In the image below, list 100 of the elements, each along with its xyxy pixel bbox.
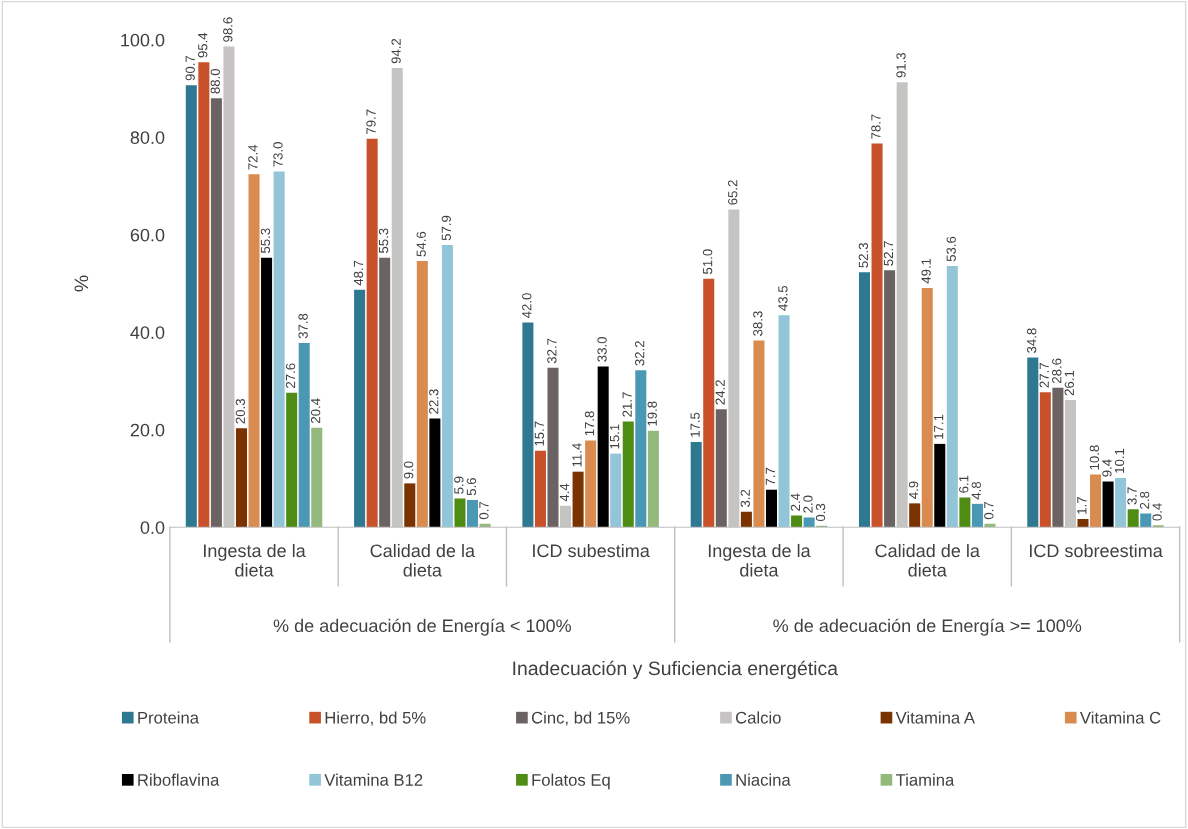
bar [366, 138, 378, 528]
data-label: 15.7 [534, 421, 544, 446]
bar [1115, 478, 1127, 528]
bar [416, 261, 428, 528]
y-tick-label: 100.0 [121, 33, 165, 47]
data-label: 32.2 [635, 341, 645, 366]
data-label: 3.2 [740, 489, 750, 507]
data-label: 17.8 [584, 411, 595, 436]
bar [753, 340, 765, 528]
data-label: 88.0 [210, 68, 220, 94]
data-label: 20.3 [235, 399, 246, 424]
data-label: 54.6 [416, 231, 426, 257]
legend-label: Calcio [735, 711, 781, 724]
data-label: 2.4 [790, 493, 800, 511]
data-label: 9.4 [1102, 459, 1112, 477]
bar [286, 392, 298, 528]
data-label: 34.8 [1027, 328, 1037, 353]
data-label: 19.8 [647, 401, 657, 426]
legend-label: Tiamina [895, 773, 955, 786]
data-label: 21.7 [622, 392, 632, 417]
bar [572, 471, 584, 528]
data-label: 2.8 [1139, 491, 1150, 509]
bar [884, 270, 896, 528]
data-label: 53.6 [946, 236, 956, 262]
bar [1039, 392, 1051, 528]
data-label: 49.1 [921, 258, 931, 284]
y-tick-label: 60.0 [130, 228, 165, 242]
data-label: 1.7 [1077, 497, 1087, 514]
bar [454, 498, 466, 528]
data-label: 17.1 [934, 414, 944, 439]
data-label: 28.6 [1052, 358, 1062, 383]
bar [778, 315, 790, 528]
bar [1127, 509, 1139, 528]
data-label: 3.7 [1127, 487, 1137, 505]
data-label: 32.7 [547, 338, 557, 364]
data-label: 27.6 [285, 363, 296, 388]
y-tick-label: 0.0 [140, 521, 165, 534]
bar [311, 427, 323, 528]
bar [354, 289, 366, 528]
data-label: 79.7 [366, 109, 376, 134]
data-label: 22.3 [429, 389, 439, 414]
data-label: 33.0 [597, 337, 607, 362]
data-label: 90.7 [185, 55, 195, 81]
bar [1090, 474, 1102, 528]
bar [597, 366, 609, 528]
bar [610, 453, 622, 528]
data-label: 11.4 [572, 443, 582, 467]
data-label: 15.1 [610, 424, 620, 449]
data-label: 0.4 [1152, 503, 1162, 521]
data-label: 2.0 [803, 495, 813, 513]
bar [871, 143, 883, 528]
bar [185, 85, 197, 528]
data-label: 0.7 [479, 501, 489, 520]
data-label: 51.0 [702, 249, 713, 274]
data-label: 55.3 [378, 228, 389, 253]
data-label: 57.9 [441, 215, 451, 241]
data-label: 91.3 [896, 52, 906, 78]
bar [635, 370, 647, 528]
bar [647, 430, 659, 528]
bar [703, 278, 715, 528]
x-tick-label: ICD subestima [533, 543, 650, 558]
data-label: 72.4 [248, 144, 258, 170]
bar [803, 517, 815, 528]
data-label: 10.1 [1114, 448, 1125, 473]
bar [547, 367, 559, 528]
x-axis-title: Inadecuación y Suficiencia energética [513, 660, 839, 680]
legend-label: Vitamina C [1079, 711, 1161, 724]
data-label: 4.8 [971, 481, 981, 500]
data-label: 5.6 [466, 478, 477, 496]
data-label: 98.6 [223, 17, 233, 42]
bar [1140, 513, 1152, 528]
legend-label: Vitamina B12 [324, 773, 423, 786]
bar [235, 428, 248, 528]
data-label: 24.2 [715, 380, 725, 405]
bar [404, 483, 416, 528]
legend-label: Hierro, bd 5% [325, 711, 426, 726]
data-label: 48.7 [353, 260, 364, 286]
bar [441, 245, 453, 528]
data-label: 42.0 [522, 293, 532, 319]
data-label: 17.5 [690, 412, 700, 437]
bar [715, 409, 727, 528]
data-label: 4.9 [908, 481, 919, 499]
data-label: 0.3 [815, 503, 826, 522]
bar [1052, 387, 1064, 528]
y-tick-label: 80.0 [130, 131, 165, 144]
data-label: 38.3 [753, 311, 763, 336]
y-tick-label: 40.0 [130, 326, 165, 339]
text: % de adecuación de Energía >= 100% [773, 618, 1082, 636]
x-tick-label: Ingesta de la dieta [204, 543, 306, 577]
data-label: 10.8 [1089, 445, 1100, 470]
data-label: 0.7 [984, 501, 994, 520]
data-label: 9.0 [403, 461, 414, 479]
bar [622, 421, 634, 528]
bar [585, 440, 597, 528]
bar [971, 503, 983, 528]
x-tick-label: ICD sobreestima [1029, 543, 1163, 558]
bar [1077, 518, 1089, 528]
bar [467, 499, 479, 528]
data-label: 95.4 [198, 32, 208, 58]
data-label: 27.7 [1039, 363, 1049, 388]
